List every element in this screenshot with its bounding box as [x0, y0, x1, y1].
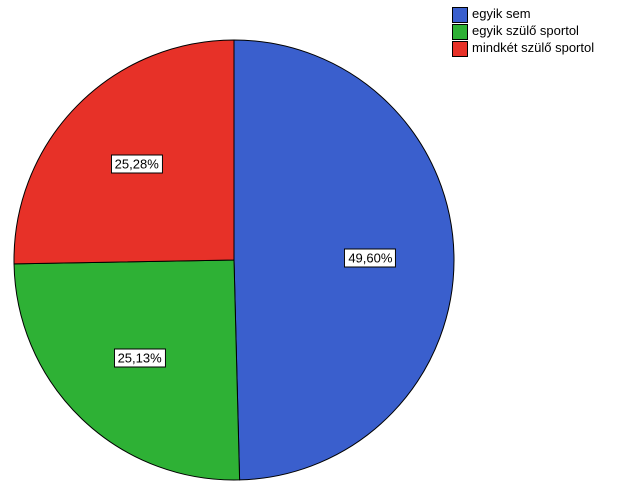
pie-chart-container: egyik semegyik szülő sportolmindkét szül… [0, 0, 626, 501]
pie-chart [0, 0, 626, 501]
legend-label-one: egyik szülő sportol [472, 23, 579, 39]
pie-slice-pct-both: 25,28% [111, 155, 163, 174]
legend: egyik semegyik szülő sportolmindkét szül… [452, 6, 594, 57]
legend-item-one: egyik szülő sportol [452, 23, 594, 40]
pie-slice-both [14, 40, 234, 264]
legend-swatch-none [452, 7, 468, 23]
legend-item-both: mindkét szülő sportol [452, 40, 594, 57]
legend-swatch-both [452, 41, 468, 57]
legend-label-both: mindkét szülő sportol [472, 40, 594, 56]
legend-item-none: egyik sem [452, 6, 594, 23]
pie-slice-one [14, 260, 240, 480]
legend-swatch-one [452, 24, 468, 40]
pie-slice-pct-none: 49,60% [344, 249, 396, 268]
pie-slice-pct-one: 25,13% [114, 349, 166, 368]
legend-label-none: egyik sem [472, 6, 531, 22]
